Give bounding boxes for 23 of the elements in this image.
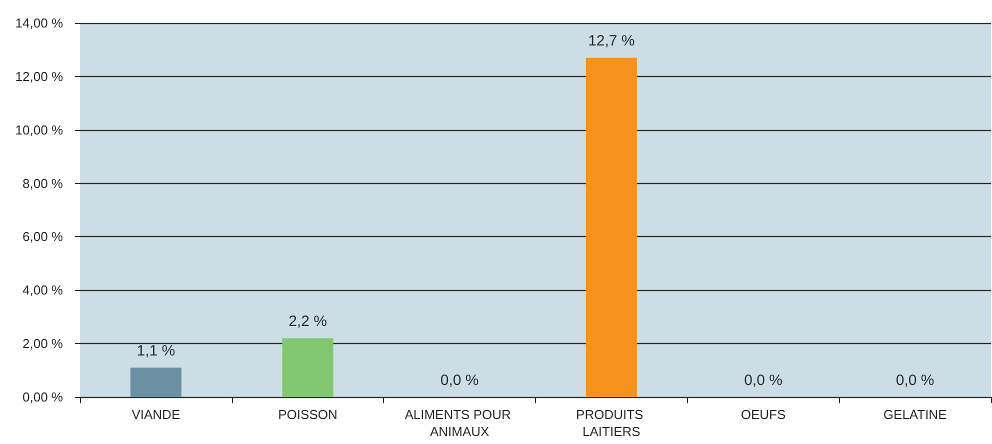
x-tick-label: POISSON [278,407,338,422]
data-label: 0,0 % [744,372,782,389]
y-tick-label: 12,00 % [15,68,64,84]
y-tick-label: 10,00 % [15,122,64,138]
y-tick-label: 2,00 % [22,336,64,352]
x-tick-label: OEUFS [740,407,786,422]
y-tick-label: 4,00 % [22,282,64,298]
bar [586,58,637,397]
y-tick-label: 8,00 % [22,176,64,191]
x-tick-label: VIANDE [132,407,180,422]
data-label: 0,0 % [440,372,479,389]
y-tick-label: 14,00 % [15,16,64,30]
data-label: 2,2 % [288,313,327,330]
data-label: 12,7 % [588,32,635,50]
y-tick-label: 0,00 % [22,390,64,404]
x-tick-label: PRODUITS LAITIERS [576,407,647,439]
y-tick-label: 6,00 % [22,229,64,244]
data-label: 1,1 % [136,342,176,360]
bar [282,338,334,397]
bar [130,368,182,397]
data-label: 0,0 % [896,372,934,389]
x-tick-label: GELATINE [883,407,948,422]
x-tick-label: ALIMENTS POUR ANIMAUX [404,407,514,439]
